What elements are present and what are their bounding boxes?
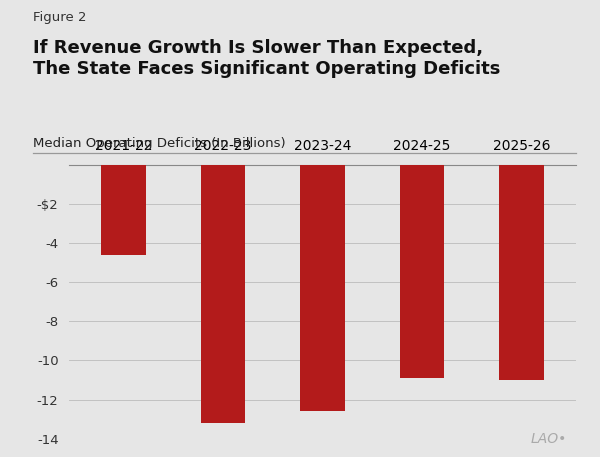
Bar xyxy=(400,165,444,378)
Text: Median Operating Deficits (In Billions): Median Operating Deficits (In Billions) xyxy=(33,137,286,150)
Text: LAO•: LAO• xyxy=(531,431,567,446)
Text: Figure 2: Figure 2 xyxy=(33,11,86,24)
Bar xyxy=(101,165,146,255)
Bar xyxy=(499,165,544,380)
Text: If Revenue Growth Is Slower Than Expected,
The State Faces Significant Operating: If Revenue Growth Is Slower Than Expecte… xyxy=(33,39,500,78)
Bar xyxy=(300,165,345,411)
Bar xyxy=(201,165,245,423)
